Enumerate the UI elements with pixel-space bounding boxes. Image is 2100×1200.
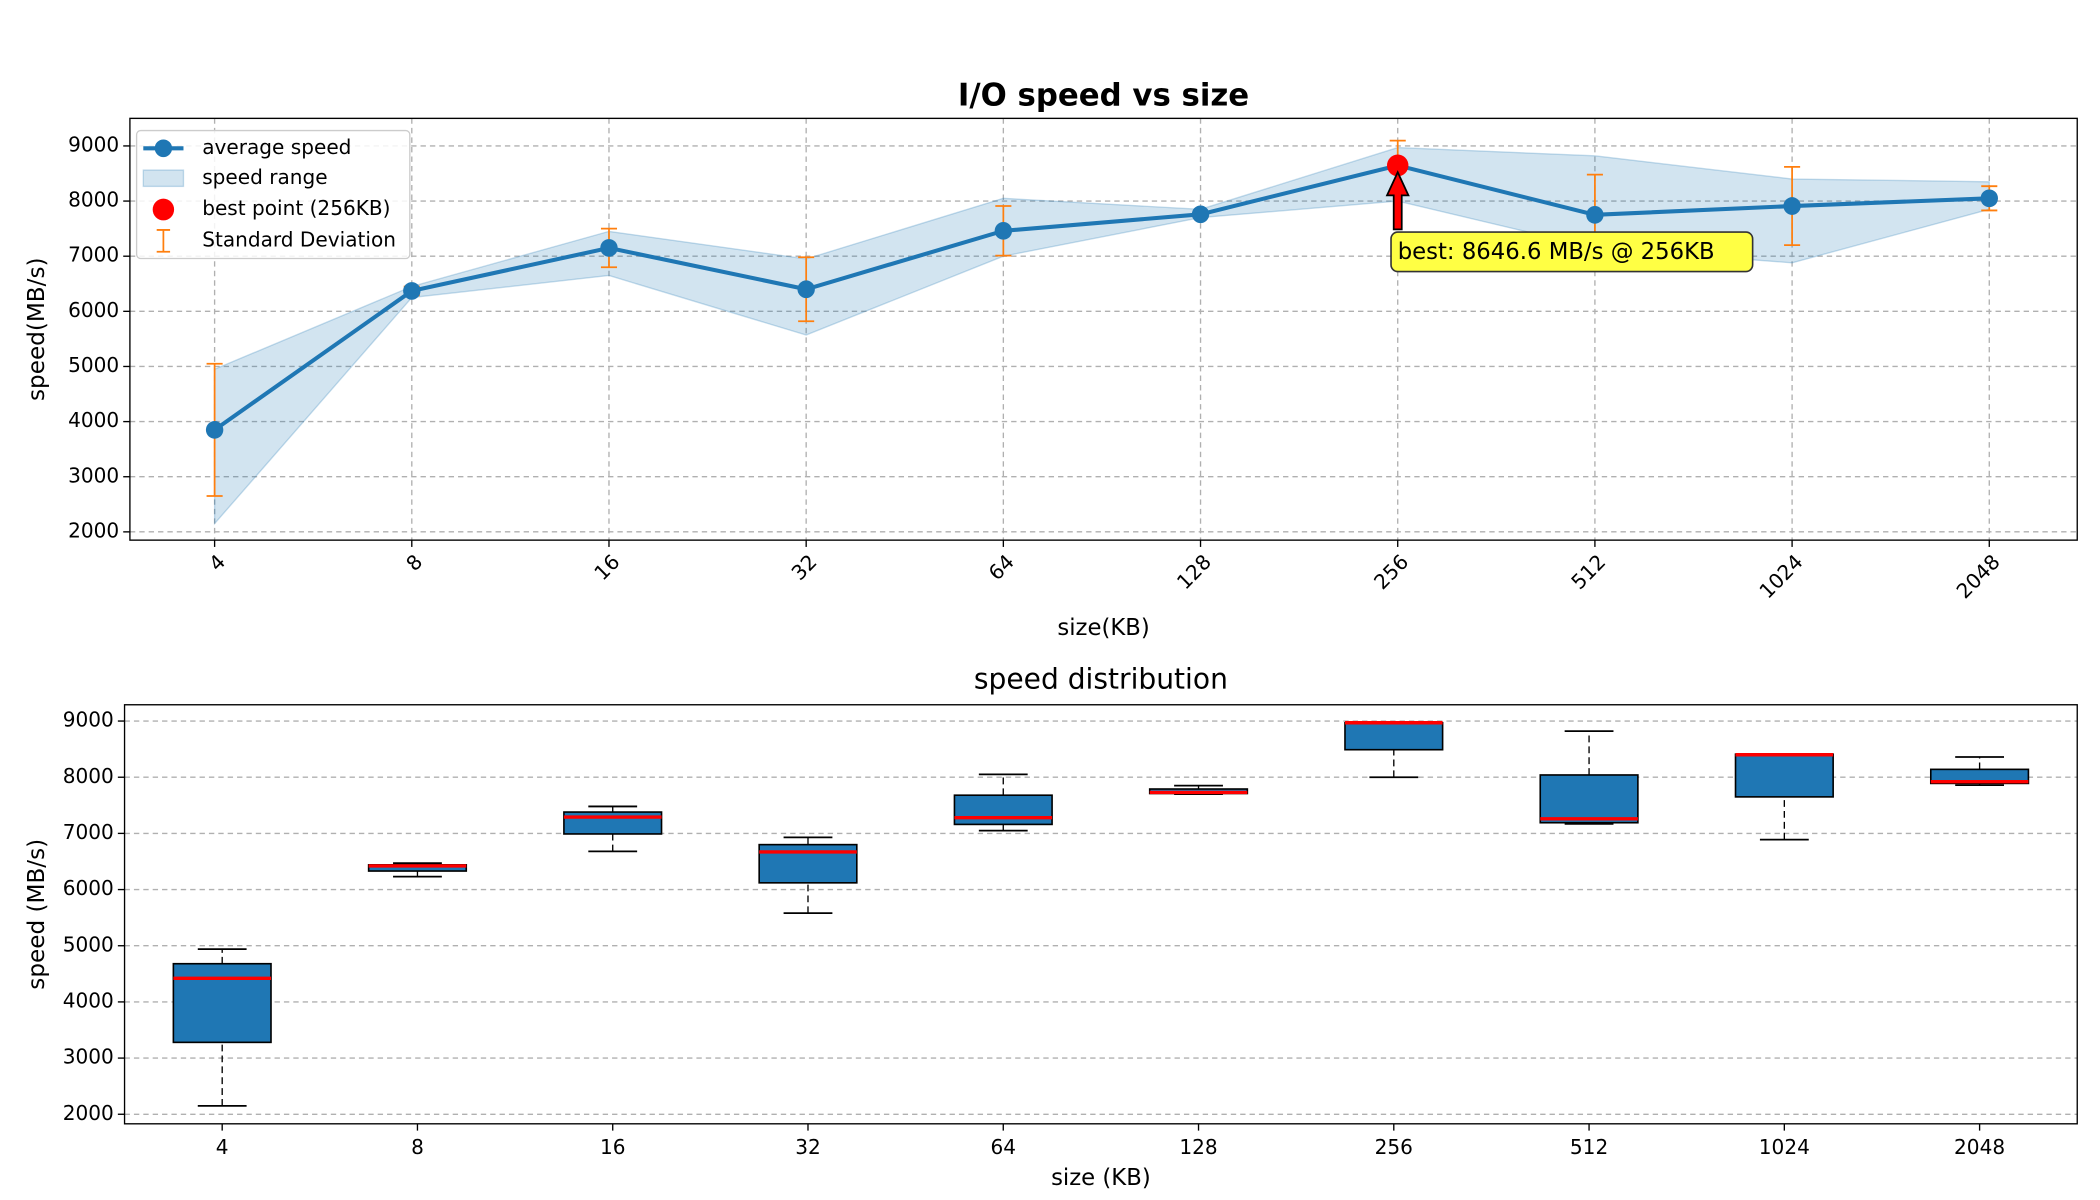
y-tick-label: 4000 — [63, 988, 114, 1012]
y-tick-label: 8000 — [68, 187, 119, 211]
legend-label: Standard Deviation — [202, 227, 396, 251]
x-tick-label: 64 — [990, 1135, 1016, 1159]
point — [403, 282, 421, 300]
x-tick-label: 256 — [1369, 550, 1413, 595]
axes-frame — [129, 117, 2078, 541]
point — [1783, 197, 1801, 215]
x-tick-label: 1024 — [1759, 1135, 1810, 1159]
box — [1539, 774, 1639, 824]
x-tick-label: 16 — [589, 550, 624, 585]
x-tick-label: 2048 — [1954, 1135, 2005, 1159]
box — [172, 962, 272, 1044]
point — [1980, 189, 1998, 208]
point — [1191, 205, 1210, 224]
legend-marker — [152, 198, 175, 221]
point — [797, 280, 815, 299]
axes-frame — [123, 704, 2078, 1125]
legend-box — [135, 129, 411, 260]
x-axis-label: size(KB) — [1057, 615, 1149, 641]
x-tick-label: 32 — [795, 1135, 821, 1159]
box — [953, 794, 1053, 826]
legend-swatch — [142, 169, 185, 188]
y-tick-label: 9000 — [68, 132, 119, 156]
y-tick-label: 3000 — [63, 1044, 114, 1068]
legend-marker — [154, 139, 173, 158]
range-area — [213, 146, 1990, 526]
legend-errorbar — [156, 229, 171, 253]
legend-label: average speed — [202, 135, 351, 159]
point — [600, 239, 618, 257]
x-tick-label: 16 — [600, 1135, 626, 1159]
x-tick-label: 2048 — [1952, 550, 2005, 604]
x-tick-label: 128 — [1172, 550, 1216, 595]
x-tick-label: 4 — [204, 550, 230, 576]
y-tick-label: 2000 — [68, 518, 119, 542]
annotation-arrow — [1385, 170, 1410, 231]
x-tick-label: 8 — [401, 550, 427, 576]
box — [1734, 753, 1834, 798]
line — [213, 163, 1990, 432]
y-tick-label: 2000 — [63, 1101, 114, 1125]
box — [1344, 721, 1444, 751]
y-tick-label: 7000 — [68, 243, 119, 267]
x-tick-label: 512 — [1566, 550, 1610, 595]
point — [994, 221, 1013, 240]
chart-title: I/O speed vs size — [958, 77, 1249, 113]
best-point — [1387, 154, 1409, 177]
x-tick-label: 512 — [1570, 1135, 1608, 1159]
x-tick-label: 256 — [1375, 1135, 1413, 1159]
annotation-text: best: 8646.6 MB/s @ 256KB — [1398, 239, 1715, 265]
y-tick-label: 7000 — [63, 820, 114, 844]
y-tick-label: 3000 — [68, 463, 119, 487]
y-tick-label: 5000 — [68, 353, 119, 377]
point — [1586, 206, 1604, 224]
x-tick-label: 1024 — [1755, 550, 1808, 604]
y-tick-label: 4000 — [68, 408, 119, 432]
point — [205, 421, 224, 439]
x-tick-label: 64 — [984, 550, 1019, 585]
y-axis-label: speed(MB/s) — [24, 257, 50, 401]
y-axis-label: speed (MB/s) — [24, 839, 50, 990]
legend-label: speed range — [202, 165, 327, 189]
x-tick-label: 32 — [787, 550, 822, 585]
legend-label: best point (256KB) — [202, 196, 390, 220]
y-tick-label: 6000 — [68, 298, 119, 322]
x-tick-label: 8 — [411, 1135, 424, 1159]
x-tick-label: 128 — [1179, 1135, 1217, 1159]
y-tick-label: 6000 — [63, 876, 114, 900]
box — [563, 811, 663, 835]
y-tick-label: 8000 — [63, 764, 114, 788]
y-tick-label: 5000 — [63, 932, 114, 956]
y-tick-label: 9000 — [63, 707, 114, 731]
x-tick-label: 4 — [216, 1135, 229, 1159]
annotation-box — [1390, 231, 1754, 273]
chart-title: speed distribution — [974, 662, 1228, 695]
x-axis-label: size (KB) — [1051, 1165, 1151, 1191]
